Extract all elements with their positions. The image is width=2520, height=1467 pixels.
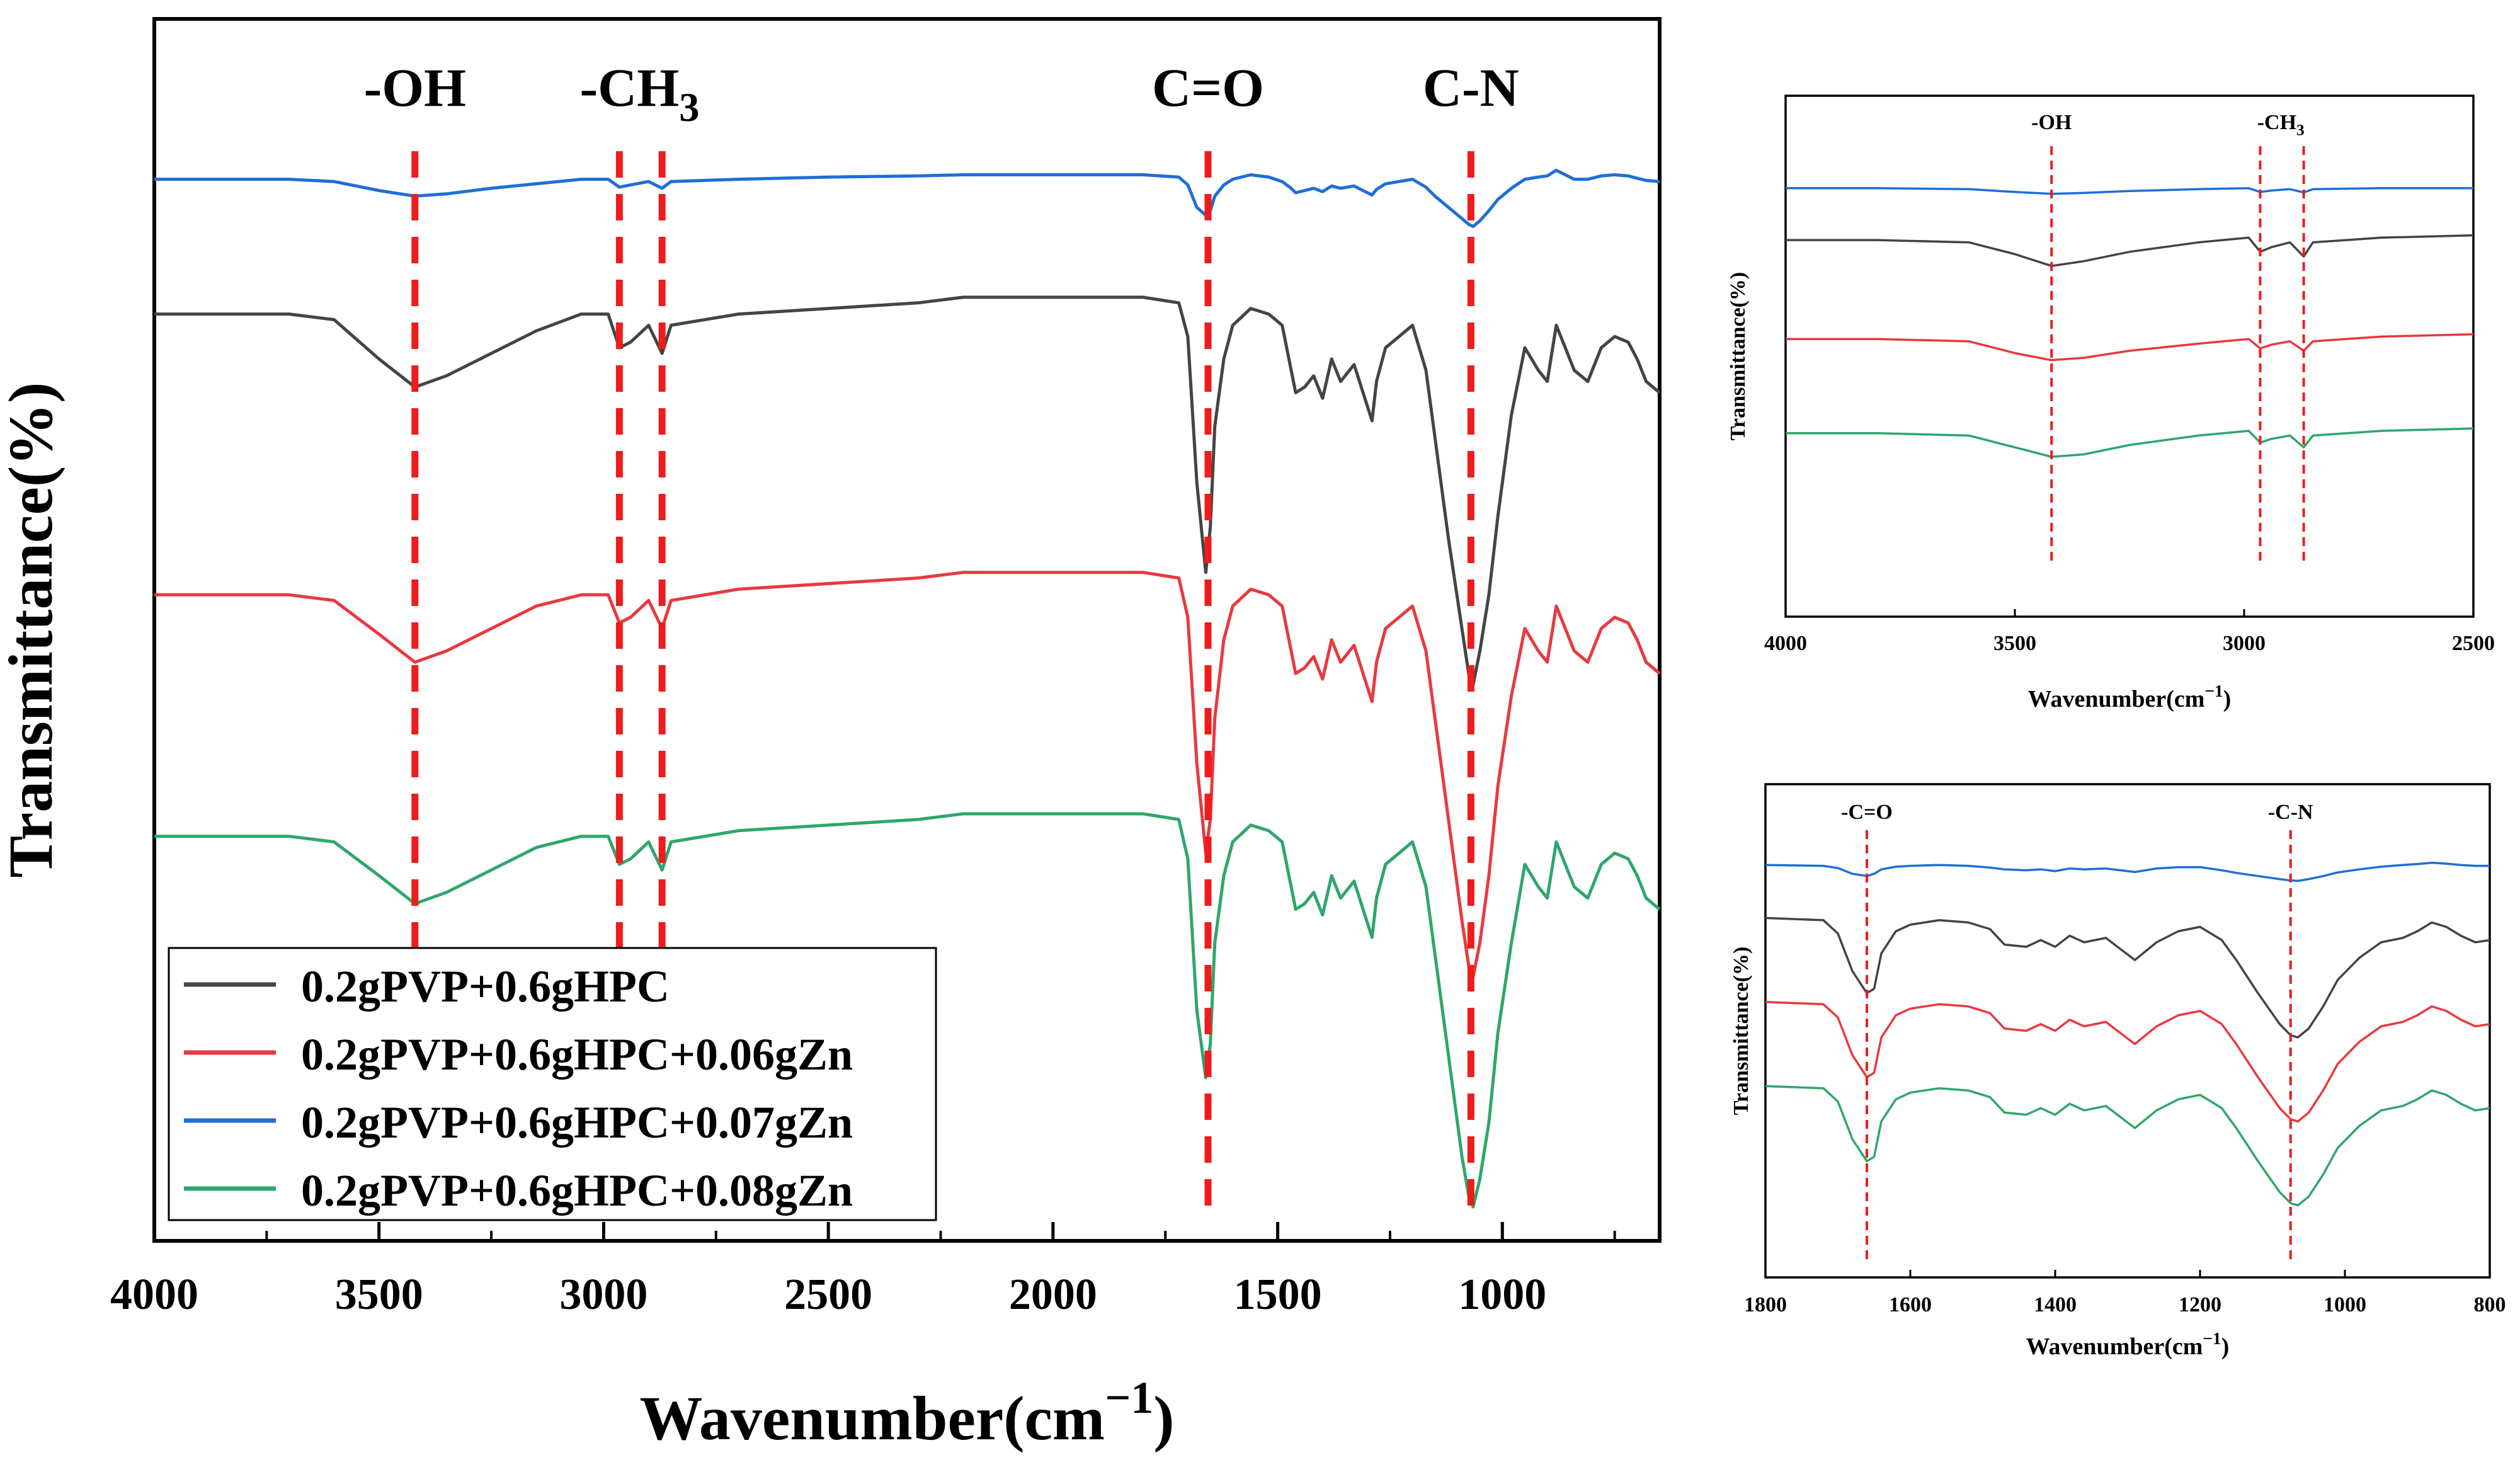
series-line-4 [154, 812, 1661, 1209]
x-tick-label: 4000 [110, 1270, 198, 1319]
series-line-3 [154, 168, 1660, 228]
y-axis-label: Transmittance(%) [0, 382, 66, 878]
x-tick-label: 1200 [2179, 1293, 2221, 1316]
x-tick-label: 3000 [559, 1270, 647, 1319]
annotation-label: -CH3 [2257, 111, 2305, 139]
y-axis-label: Transmittance(%) [1726, 272, 1750, 441]
x-tick-label: 1400 [2034, 1293, 2077, 1316]
x-tick-label: 800 [2474, 1293, 2506, 1316]
legend: 0.2gPVP+0.6gHPC 0.2gPVP+0.6gHPC+0.06gZn 0.… [168, 947, 937, 1221]
annotation-label: -C=O [1841, 801, 1893, 824]
chart-main: 4000 3500 3000 2500 2000 1500 1000 -OH -CH3 C=O C-… [0, 17, 1662, 1453]
x-tick-label: 1000 [2323, 1293, 2366, 1316]
chart-inset-bottom: 1800 1600 1400 1200 1000 800 -C=O -C-N Wavenumbe… [1730, 783, 2506, 1360]
series-line-1 [1765, 861, 2490, 882]
x-tick-label: 3500 [335, 1270, 423, 1319]
annotation-label: C-N [1423, 57, 1519, 118]
x-tick-label: 1800 [1744, 1293, 1787, 1316]
series-line-2 [154, 571, 1661, 979]
legend-label: 0.2gPVP+0.6gHPC+0.07gZn [301, 1097, 853, 1148]
x-tick-label: 1500 [1234, 1270, 1322, 1319]
annotation-label: -C-N [2268, 801, 2313, 824]
chart-inset-top: 4000 3500 3000 2500 -OH -CH3 Wavenumber(cm−1) T… [1726, 94, 2495, 712]
series-line-4 [1765, 1085, 2490, 1207]
plot-frame [152, 17, 1662, 1243]
annotation-label: -OH [2031, 111, 2072, 134]
series-line-2 [1786, 234, 2474, 267]
x-axis-label: Wavenumber(cm−1) [639, 1373, 1174, 1453]
x-tick-label: 3000 [2223, 632, 2266, 655]
x-tick-label: 4000 [1764, 632, 1807, 655]
series-line-4 [1786, 427, 2474, 458]
legend-box [168, 947, 937, 1221]
plot-frame [1784, 94, 2475, 618]
x-tick-label: 2500 [784, 1270, 872, 1319]
series-line-3 [1765, 1001, 2490, 1123]
series-line-3 [1786, 333, 2474, 362]
annotation-label: -CH3 [580, 57, 700, 130]
y-axis-label: Transmittance(%) [1730, 947, 1753, 1116]
legend-label: 0.2gPVP+0.6gHPC+0.06gZn [301, 1029, 853, 1080]
x-tick-label: 2000 [1009, 1270, 1097, 1319]
legend-label: 0.2gPVP+0.6gHPC [301, 961, 670, 1012]
x-tick-label: 1600 [1889, 1293, 1932, 1316]
annotation-label: C=O [1152, 57, 1264, 118]
x-tick-label: 2500 [2452, 632, 2495, 655]
x-axis-label: Wavenumber(cm−1) [2026, 1329, 2230, 1360]
series-line-1 [154, 295, 1661, 687]
annotation-label: -OH [364, 57, 466, 118]
x-tick-label: 3500 [1993, 632, 2036, 655]
plot-frame [1764, 783, 2491, 1279]
x-axis-label: Wavenumber(cm−1) [2028, 682, 2232, 712]
series-line-1 [1786, 187, 2473, 195]
legend-label: 0.2gPVP+0.6gHPC+0.08gZn [301, 1165, 853, 1216]
x-tick-label: 1000 [1458, 1270, 1546, 1319]
series-line-2 [1765, 916, 2490, 1039]
